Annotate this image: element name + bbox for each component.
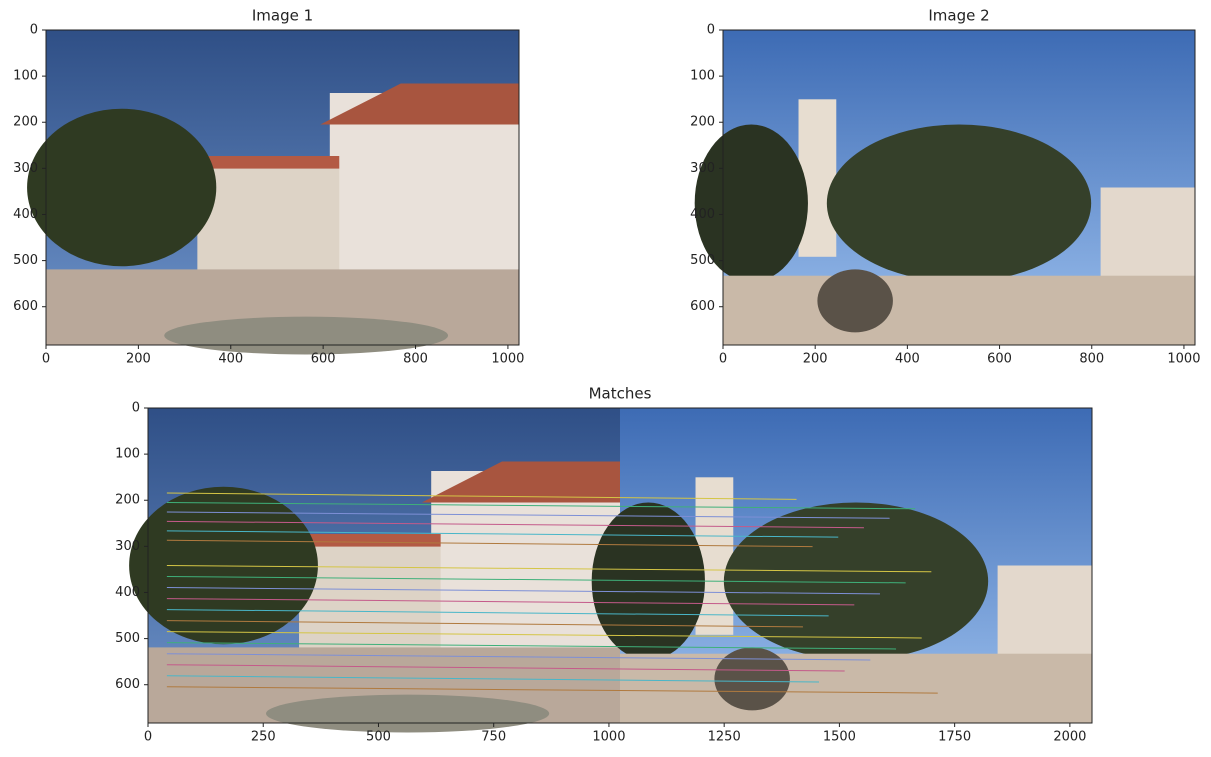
x-tick-label: 1250	[708, 730, 741, 745]
match-line	[166, 609, 829, 617]
photo-roof	[299, 534, 441, 547]
axes-frame	[45, 29, 520, 346]
y-tick-label: 600	[690, 299, 715, 314]
photo-building	[1100, 187, 1195, 282]
y-tick-label: 500	[690, 253, 715, 268]
y-tick-label: 200	[115, 493, 140, 508]
y-tick-label: 300	[690, 161, 715, 176]
y-tick-label: 0	[30, 23, 38, 38]
photo-tree	[27, 108, 217, 267]
y-tick-label: 400	[115, 585, 140, 600]
match-line	[166, 664, 845, 672]
match-line	[166, 565, 932, 573]
y-tick-label: 100	[115, 447, 140, 462]
match-line	[166, 675, 820, 683]
photo-ground	[620, 653, 1092, 723]
x-tick-label: 600	[311, 352, 336, 367]
photo-statue	[817, 269, 893, 333]
match-line	[166, 587, 880, 595]
x-tick-label: 1500	[823, 730, 856, 745]
x-tick-label: 400	[895, 352, 920, 367]
photo-fountain	[266, 694, 550, 733]
panel-title: Matches	[589, 385, 652, 403]
x-tick-label: 0	[719, 352, 727, 367]
y-tick-label: 500	[13, 253, 38, 268]
match-line	[166, 686, 938, 694]
photo-building	[997, 565, 1092, 660]
match-line	[166, 492, 797, 500]
match-line	[166, 642, 897, 650]
x-tick-label: 800	[1079, 352, 1104, 367]
image-panel	[27, 30, 519, 355]
match-line	[166, 502, 916, 510]
x-tick-label: 800	[403, 352, 428, 367]
match-line	[166, 530, 839, 538]
x-tick-label: 200	[126, 352, 151, 367]
photo-building	[197, 162, 340, 273]
photo-fountain	[164, 316, 449, 355]
x-tick-label: 1000	[592, 730, 625, 745]
y-tick-label: 100	[690, 69, 715, 84]
y-tick-label: 600	[13, 299, 38, 314]
photo-roof	[320, 83, 519, 125]
photo-tree	[826, 124, 1092, 282]
x-tick-label: 1000	[1167, 352, 1200, 367]
photo-roof	[421, 461, 620, 503]
match-line	[166, 539, 813, 548]
y-tick-label: 100	[13, 69, 38, 84]
panel-title: Image 1	[252, 7, 313, 25]
x-tick-label: 1750	[938, 730, 971, 745]
x-tick-label: 2000	[1053, 730, 1086, 745]
y-tick-label: 300	[13, 161, 38, 176]
match-line	[166, 576, 906, 584]
image-panel	[694, 30, 1195, 345]
x-tick-label: 750	[481, 730, 506, 745]
x-tick-label: 200	[803, 352, 828, 367]
y-tick-label: 0	[132, 401, 140, 416]
photo-tree	[591, 502, 705, 660]
axes-frame	[147, 407, 1093, 724]
photo-building	[299, 540, 441, 651]
y-tick-label: 200	[690, 115, 715, 130]
match-line	[166, 620, 803, 628]
x-tick-label: 250	[251, 730, 276, 745]
y-tick-label: 400	[690, 207, 715, 222]
y-tick-label: 300	[115, 539, 140, 554]
y-tick-label: 400	[13, 207, 38, 222]
match-line	[166, 511, 890, 519]
panel-title: Image 2	[928, 7, 989, 25]
y-tick-label: 500	[115, 631, 140, 646]
axes-frame	[722, 29, 1196, 346]
photo-statue	[714, 647, 790, 711]
x-tick-label: 400	[218, 352, 243, 367]
match-line	[166, 598, 855, 606]
x-tick-label: 600	[987, 352, 1012, 367]
match-line	[166, 631, 922, 639]
photo-ground	[723, 275, 1195, 345]
y-tick-label: 0	[707, 23, 715, 38]
photo-tree	[723, 502, 989, 660]
y-tick-label: 600	[115, 677, 140, 692]
y-tick-label: 200	[13, 115, 38, 130]
image-panel	[129, 408, 1092, 733]
match-line	[166, 520, 864, 529]
photo-roof	[197, 156, 340, 169]
x-tick-label: 500	[366, 730, 391, 745]
match-line	[166, 653, 871, 661]
x-tick-label: 0	[144, 730, 152, 745]
x-tick-label: 0	[42, 352, 50, 367]
x-tick-label: 1000	[491, 352, 524, 367]
